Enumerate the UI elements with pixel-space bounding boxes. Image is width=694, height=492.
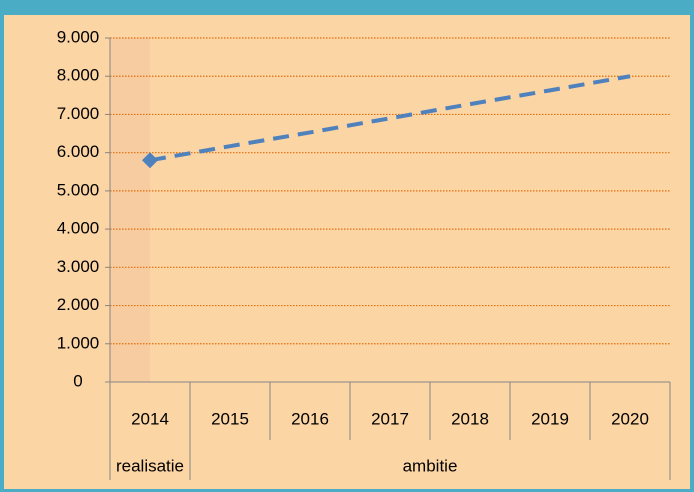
y-tick-label: 7.000 [57,104,100,123]
y-tick-label: 0 [73,371,82,390]
marker [142,152,158,169]
line-series [149,74,631,163]
y-tick-label: 6.000 [57,142,100,161]
group-label: realisatie [116,456,184,475]
x-tick-label: 2018 [451,409,489,428]
y-tick-label: 1.000 [57,333,100,352]
x-tick-label: 2015 [211,409,249,428]
y-tick-label: 5.000 [57,180,100,199]
y-tick-label: 2.000 [57,295,100,314]
y-tick-label: 3.000 [57,257,100,276]
group-label: ambitie [403,456,458,475]
x-tick-label: 2020 [611,409,649,428]
left-border [0,0,4,492]
bottom-border [0,489,694,492]
x-tick-label: 2019 [531,409,569,428]
y-tick-label: 4.000 [57,219,100,238]
x-tick-label: 2016 [291,409,329,428]
x-tick-label: 2017 [371,409,409,428]
x-tick-label: 2014 [131,409,169,428]
y-tick-label: 9.000 [57,27,100,46]
right-border [690,0,694,492]
top-border [0,0,694,15]
y-tick-label: 8.000 [57,66,100,85]
realisatie-shade [110,38,150,382]
